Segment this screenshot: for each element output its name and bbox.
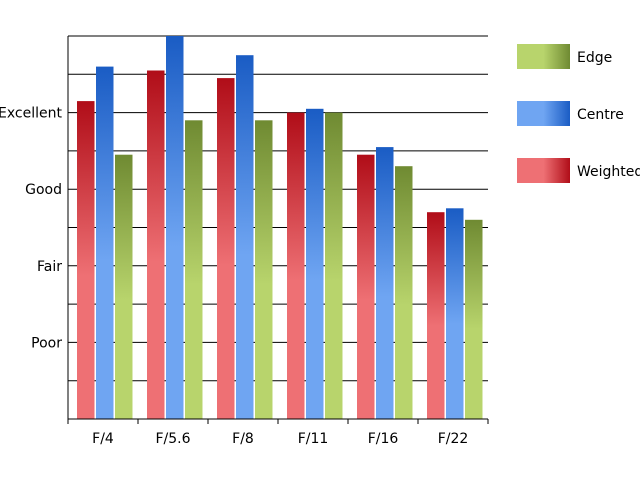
- bar-weighted-0: [77, 101, 95, 419]
- bar-weighted-1: [147, 70, 165, 419]
- bar-edge-4: [395, 166, 413, 419]
- bar-centre-3: [306, 108, 324, 420]
- bar-centre-5: [446, 208, 464, 419]
- axes: [67, 36, 489, 424]
- x-tick-label: F/22: [438, 431, 469, 447]
- x-tick-label: F/8: [232, 431, 254, 447]
- bar-edge-0: [115, 154, 133, 419]
- bar-weighted-3: [287, 112, 305, 419]
- bar-centre-1: [166, 36, 184, 419]
- bar-centre-2: [236, 55, 254, 419]
- bar-edge-1: [185, 120, 203, 420]
- bars: [77, 36, 483, 420]
- legend-label-weighted: Weighted: [577, 164, 640, 180]
- legend-swatch-centre: [517, 101, 570, 126]
- bar-edge-5: [465, 219, 483, 419]
- y-tick-label-good: Good: [25, 182, 62, 198]
- grid-lines: [68, 35, 488, 382]
- legend: Edge Centre Weighted: [517, 44, 640, 183]
- legend-swatch-weighted: [517, 158, 570, 183]
- x-tick-label: F/5.6: [155, 431, 190, 447]
- x-tick-label: F/11: [298, 431, 329, 447]
- bar-centre-0: [96, 66, 114, 419]
- bar-weighted-4: [357, 154, 375, 419]
- legend-swatch-edge: [517, 44, 570, 69]
- bar-centre-4: [376, 147, 394, 419]
- legend-label-edge: Edge: [577, 50, 612, 66]
- legend-label-centre: Centre: [577, 107, 624, 123]
- y-tick-label-poor: Poor: [31, 335, 62, 351]
- y-tick-label-excellent: Excellent: [0, 106, 63, 122]
- bar-weighted-5: [427, 212, 445, 419]
- bar-edge-2: [255, 120, 273, 420]
- x-tick-label: F/16: [368, 431, 399, 447]
- y-tick-label-fair: Fair: [37, 259, 62, 275]
- bar-edge-3: [325, 112, 343, 419]
- bar-weighted-2: [217, 78, 235, 419]
- tick-labels: Poor Fair Good Excellent F/4 F/5.6 F/8 F/11 F/16…: [0, 106, 468, 447]
- x-tick-label: F/4: [92, 431, 114, 447]
